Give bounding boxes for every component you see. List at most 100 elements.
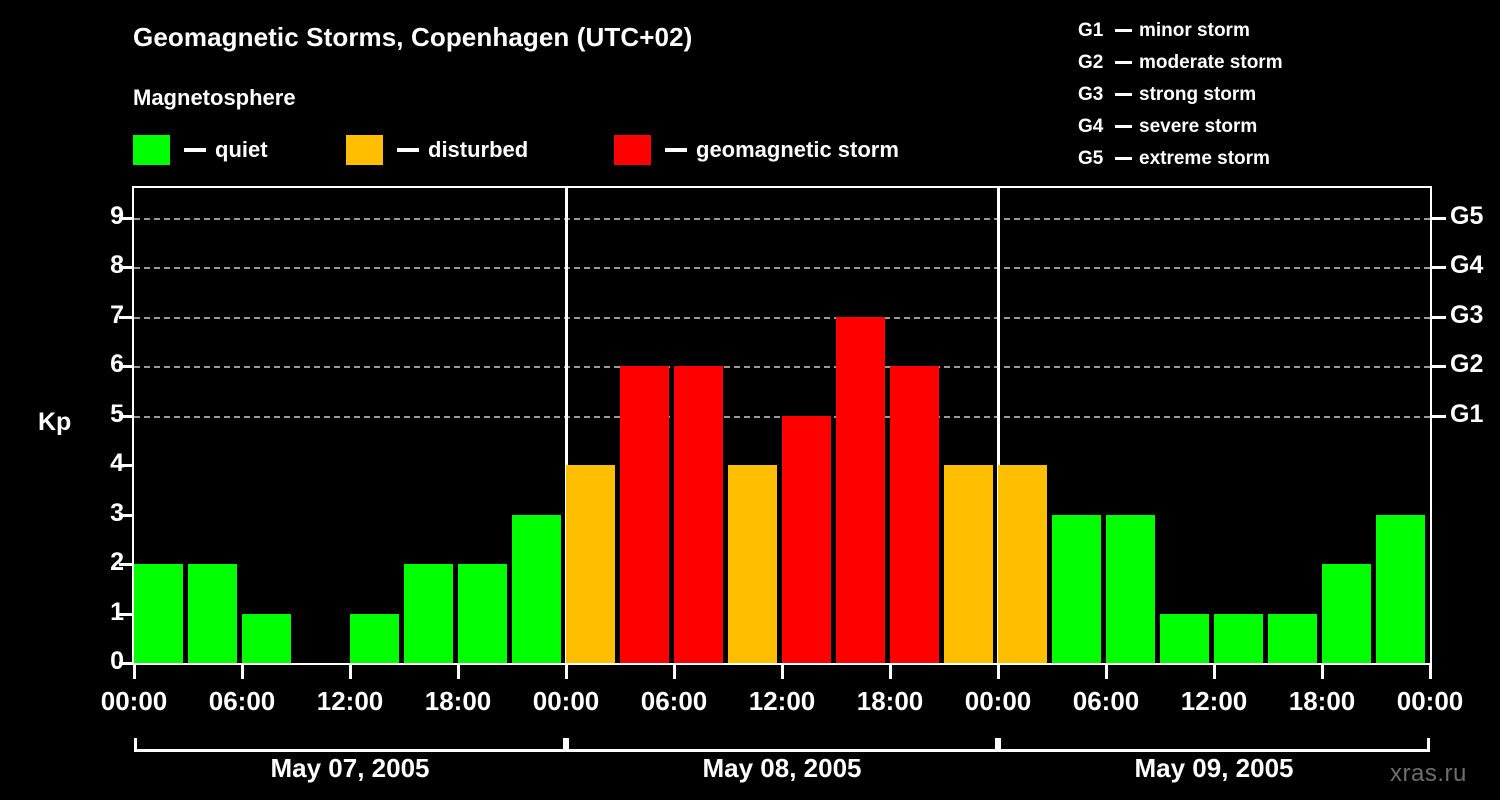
g-scale-label: moderate storm xyxy=(1139,51,1283,73)
y-tick-mark-2 xyxy=(119,563,132,567)
g-scale-dash-icon xyxy=(1115,60,1132,64)
x-tick-label-10: 12:00 xyxy=(1180,686,1248,716)
y-tick-mark-9 xyxy=(119,216,132,220)
bar[interactable] xyxy=(674,366,723,663)
legend-label: geomagnetic storm xyxy=(696,137,899,162)
y-tick-mark-0 xyxy=(119,662,132,665)
g-axis-tick-mark-0 xyxy=(1432,414,1446,418)
g-scale-code: G4 xyxy=(1078,115,1104,137)
legend-storm[interactable]: geomagnetic storm xyxy=(614,133,899,167)
bar[interactable] xyxy=(944,465,993,663)
gridline-kp-9 xyxy=(134,217,1430,220)
x-tick-label-6: 12:00 xyxy=(748,686,816,716)
bar-series xyxy=(134,188,1430,663)
g-scale-legend: G1 minor storm G2 moderate storm G3 strong st… xyxy=(1078,14,1283,174)
bar[interactable] xyxy=(1160,613,1209,663)
bar[interactable] xyxy=(350,613,399,663)
bar[interactable] xyxy=(1376,514,1425,663)
g-axis-label-g4: G4 xyxy=(1450,251,1484,280)
bar[interactable] xyxy=(620,366,669,663)
x-tick-label-7: 18:00 xyxy=(856,686,924,716)
bar[interactable] xyxy=(1214,613,1263,663)
x-tick-mark-2 xyxy=(348,665,352,679)
g-scale-row-g2: G2 moderate storm xyxy=(1078,46,1283,78)
gridline-kp-8 xyxy=(134,267,1430,270)
x-tick-mark-7 xyxy=(888,665,892,679)
x-tick-label-2: 12:00 xyxy=(316,686,384,716)
y-tick-label-9: 9 xyxy=(110,201,124,230)
g-axis-label-g3: G3 xyxy=(1450,300,1484,329)
x-tick-mark-0 xyxy=(132,665,136,679)
legend-swatch-icon xyxy=(133,135,170,165)
x-tick-label-9: 06:00 xyxy=(1072,686,1140,716)
x-tick-mark-5 xyxy=(672,665,676,679)
y-tick-mark-7 xyxy=(119,315,132,319)
g-scale-dash-icon xyxy=(1115,156,1132,160)
g-axis-tick-mark-4 xyxy=(1432,216,1446,220)
x-tick-label-0: 00:00 xyxy=(100,686,168,716)
bar[interactable] xyxy=(1268,613,1317,663)
x-tick-label-1: 06:00 xyxy=(208,686,276,716)
x-tick-label-4: 00:00 xyxy=(532,686,600,716)
watermark: xras.ru xyxy=(1390,760,1467,787)
g-axis-tick-mark-3 xyxy=(1432,266,1446,270)
bar[interactable] xyxy=(404,564,453,663)
g-scale-dash-icon xyxy=(1115,28,1132,32)
x-tick-mark-1 xyxy=(240,665,244,679)
g-scale-code: G1 xyxy=(1078,19,1104,41)
g-scale-label: severe storm xyxy=(1139,115,1258,137)
x-tick-mark-6 xyxy=(780,665,784,679)
g-axis-tick-mark-2 xyxy=(1432,315,1446,319)
bar[interactable] xyxy=(782,415,831,663)
legend-disturbed[interactable]: disturbed xyxy=(346,133,528,167)
legend-dash-icon xyxy=(184,148,206,152)
gridline-kp-6 xyxy=(134,366,1430,369)
day-bracket-3 xyxy=(998,738,1430,752)
legend-swatch-icon xyxy=(346,135,383,165)
bar[interactable] xyxy=(1052,514,1101,663)
x-tick-mark-9 xyxy=(1104,665,1108,679)
legend-dash-icon xyxy=(665,148,687,152)
y-axis-label: Kp xyxy=(38,408,72,436)
bar[interactable] xyxy=(242,613,291,663)
x-tick-mark-3 xyxy=(456,665,460,679)
day-separator-2 xyxy=(996,188,1000,663)
legend-label: disturbed xyxy=(428,137,529,162)
bar[interactable] xyxy=(188,564,237,663)
y-tick-label-7: 7 xyxy=(110,300,124,329)
bar[interactable] xyxy=(890,366,939,663)
bar[interactable] xyxy=(566,465,615,663)
g-scale-dash-icon xyxy=(1115,92,1132,96)
bar[interactable] xyxy=(458,564,507,663)
bar[interactable] xyxy=(134,564,183,663)
day-label-1: May 07, 2005 xyxy=(270,753,430,783)
y-tick-label-4: 4 xyxy=(110,449,124,478)
legend-label: quiet xyxy=(215,137,268,162)
x-tick-label-3: 18:00 xyxy=(424,686,492,716)
g-scale-dash-icon xyxy=(1115,124,1132,128)
legend-quiet[interactable]: quiet xyxy=(133,133,268,167)
g-scale-label: extreme storm xyxy=(1139,147,1270,169)
y-tick-label-2: 2 xyxy=(110,548,124,577)
y-tick-label-3: 3 xyxy=(110,498,124,527)
bar[interactable] xyxy=(1322,564,1371,663)
x-tick-label-11: 18:00 xyxy=(1288,686,1356,716)
legend-swatch-icon xyxy=(614,135,651,165)
g-axis-tick-mark-1 xyxy=(1432,365,1446,369)
x-tick-mark-8 xyxy=(996,665,1000,679)
bar[interactable] xyxy=(1430,465,1432,663)
bar[interactable] xyxy=(728,465,777,663)
g-axis-label-g5: G5 xyxy=(1450,201,1484,230)
x-tick-mark-4 xyxy=(564,665,568,679)
bar[interactable] xyxy=(998,465,1047,663)
x-tick-mark-12 xyxy=(1428,665,1432,679)
bar[interactable] xyxy=(836,316,885,663)
g-scale-row-g4: G4 severe storm xyxy=(1078,110,1283,142)
chart-subtitle: Magnetosphere xyxy=(133,85,296,110)
y-tick-label-5: 5 xyxy=(110,399,124,428)
bar[interactable] xyxy=(512,514,561,663)
bar[interactable] xyxy=(1106,514,1155,663)
day-label-2: May 08, 2005 xyxy=(702,753,862,783)
day-bracket-2 xyxy=(566,738,998,752)
